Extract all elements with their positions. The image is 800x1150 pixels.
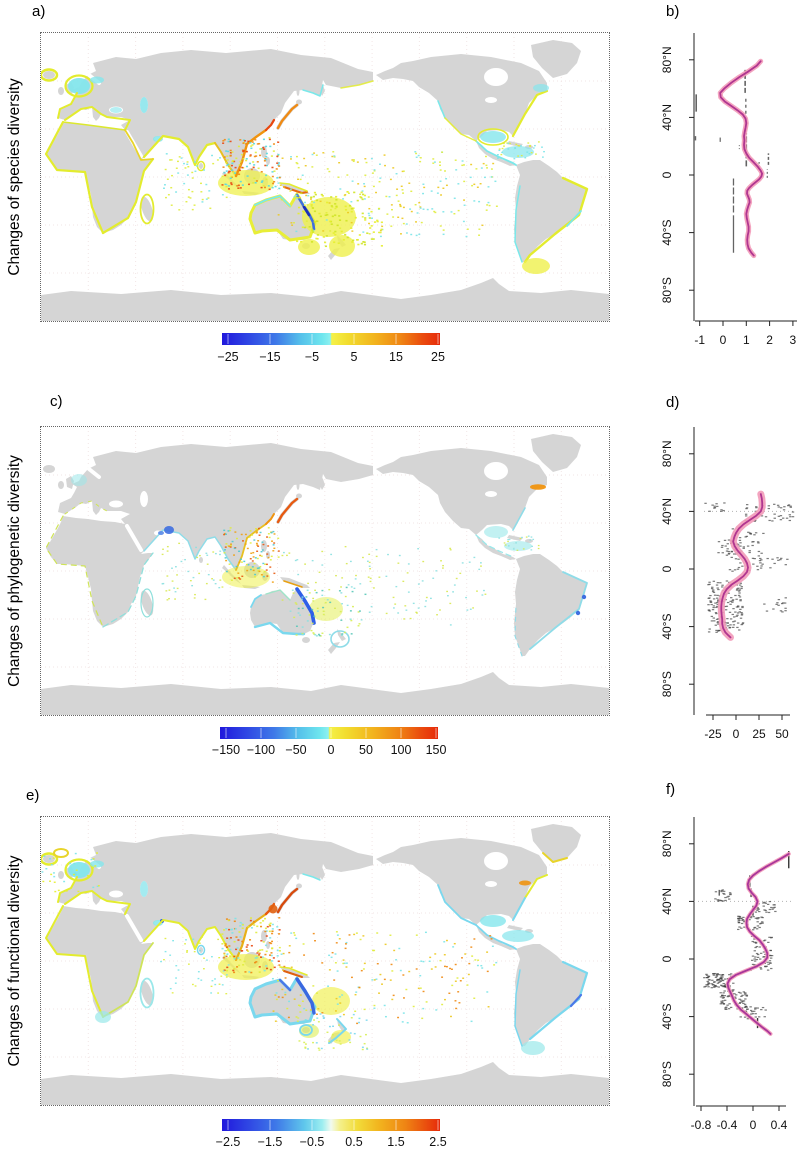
y-tick-label: 80°N <box>660 830 674 857</box>
map-svg <box>41 33 609 321</box>
map-phylogenetic-diversity <box>40 426 610 716</box>
x-tick-label: 0.4 <box>771 1118 788 1132</box>
lat-plot-f: 80°N 40°N 0 40°S 80°S -0.8 -0.4 0 0.4 <box>660 817 792 1132</box>
y-tick-label: 40°N <box>660 888 674 915</box>
lat-plot-d: 80°N 40°N 0 40°S 80°S -25 0 25 50 <box>660 427 796 741</box>
colorbar-gradient <box>220 727 438 739</box>
y-tick-label: 0 <box>660 171 674 178</box>
colorbar-tick-label: 2.5 <box>429 1135 446 1149</box>
panel-letter-b: b) <box>666 3 680 20</box>
panel-letter-e: e) <box>26 787 40 804</box>
colorbar-tick-label: −2.5 <box>216 1135 241 1149</box>
colorbar-tick-label: 1.5 <box>387 1135 404 1149</box>
y-tick-label: 80°S <box>660 671 674 697</box>
panel-letter-c: c) <box>50 393 63 410</box>
colorbar-tick-label: 0.5 <box>345 1135 362 1149</box>
x-tick-label: -0.4 <box>717 1118 738 1132</box>
y-tick-label: 40°S <box>660 220 674 246</box>
colorbar-tick-label: −100 <box>247 743 275 757</box>
smoothed-curve <box>720 493 764 639</box>
colorbar-tick-label: 150 <box>426 743 447 757</box>
colorbar-gradient <box>222 333 440 345</box>
y-tick-label: 80°S <box>660 277 674 303</box>
y-tick-label: 80°N <box>660 440 674 467</box>
diversity-change-data <box>41 848 589 1055</box>
lat-plot-b: 80°N 40°N 0 40°S 80°S -1 0 1 2 3 <box>660 33 797 347</box>
confidence-ribbon <box>717 58 765 259</box>
colorbar-tick-label: 100 <box>391 743 412 757</box>
colorbar-c: −150 −100 −50 0 50 100 150 <box>212 727 447 757</box>
colorbar-tick-label: −150 <box>212 743 240 757</box>
colorbar-tick-label: −1.5 <box>258 1135 283 1149</box>
x-tick-label: 1 <box>743 333 750 347</box>
x-tick-label: -0.8 <box>691 1118 712 1132</box>
x-tick-label: 0 <box>750 1118 757 1132</box>
x-tick-label: 50 <box>775 727 789 741</box>
colorbar-tick-label: 15 <box>389 350 403 364</box>
colorbar-tick-label: 25 <box>431 350 445 364</box>
panel-letter-a: a) <box>32 3 46 20</box>
y-tick-label: 0 <box>660 955 674 962</box>
colorbar-tick-label: −50 <box>285 743 306 757</box>
smoothed-curve <box>719 60 763 257</box>
x-tick-label: 0 <box>733 727 740 741</box>
colorbar-tick-label: 5 <box>351 350 358 364</box>
coastal-raster-speckles <box>163 137 545 248</box>
x-tick-label: -1 <box>694 333 705 347</box>
scatter-points <box>694 69 770 253</box>
map-svg <box>41 427 609 715</box>
map-species-diversity <box>40 32 610 322</box>
map-functional-diversity <box>40 816 610 1106</box>
diversity-change-data <box>45 474 588 657</box>
x-tick-label: -25 <box>704 727 722 741</box>
colorbar-tick-label: −0.5 <box>300 1135 325 1149</box>
x-tick-label: 25 <box>752 727 766 741</box>
y-tick-label: 40°N <box>660 498 674 525</box>
colorbar-gradient <box>222 1119 440 1131</box>
x-tick-label: 3 <box>790 333 797 347</box>
y-tick-label: 40°N <box>660 104 674 131</box>
colorbar-e: −2.5 −1.5 −0.5 0.5 1.5 2.5 <box>216 1119 447 1149</box>
landmasses <box>41 40 609 321</box>
landmasses <box>41 824 609 1105</box>
panel-letter-f: f) <box>666 781 676 798</box>
landmasses <box>41 434 609 715</box>
colorbar-tick-label: −5 <box>305 350 319 364</box>
coastal-raster-speckles <box>41 852 498 1051</box>
smoothed-curve <box>726 853 790 1035</box>
x-tick-label: 0 <box>720 333 727 347</box>
y-tick-label: 80°S <box>660 1061 674 1087</box>
scatter-points <box>703 851 790 1029</box>
colorbar-a: −25 −15 −5 5 15 25 <box>217 333 445 364</box>
colorbar-tick-label: 0 <box>328 743 335 757</box>
coastal-raster-speckles <box>161 527 540 637</box>
y-tick-label: 80°N <box>660 46 674 73</box>
confidence-ribbon <box>725 851 791 1036</box>
colorbar-tick-label: −25 <box>217 350 238 364</box>
y-tick-label: 40°S <box>660 1004 674 1030</box>
map-svg <box>41 817 609 1105</box>
y-tick-label: 0 <box>660 565 674 572</box>
colorbar-tick-label: 50 <box>359 743 373 757</box>
y-tick-label: 40°S <box>660 614 674 640</box>
x-tick-label: 2 <box>766 333 773 347</box>
panel-letter-d: d) <box>666 394 680 411</box>
colorbar-tick-label: −15 <box>259 350 280 364</box>
